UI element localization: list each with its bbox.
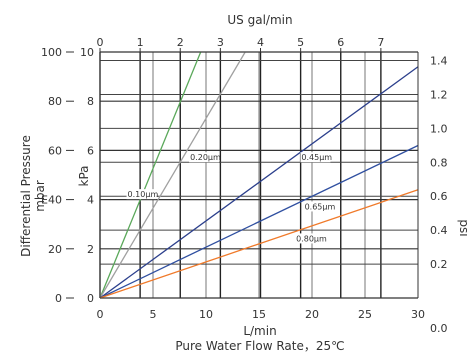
kpa-tick-label: 4 bbox=[87, 194, 94, 207]
series-lines bbox=[99, 51, 419, 299]
kpa-tick-label: 8 bbox=[87, 95, 94, 108]
series-line bbox=[99, 51, 246, 299]
psi-tick-label: 0.2 bbox=[430, 258, 448, 271]
series-label: 0.65μm bbox=[305, 202, 336, 211]
psi-tick-label: 1.0 bbox=[430, 122, 448, 135]
psi-tick-label: 0.6 bbox=[430, 190, 448, 203]
mbar-tick-label: E40 bbox=[41, 194, 62, 207]
left-axis-unit: mbar bbox=[33, 180, 47, 212]
bottom-tick-label: 15 bbox=[252, 308, 266, 321]
mbar-tick-label: 80 bbox=[48, 95, 62, 108]
psi-tick-label: 0.4 bbox=[430, 224, 448, 237]
mbar-tick-label: 0 bbox=[55, 292, 62, 305]
bottom-tick-label: 30 bbox=[411, 308, 425, 321]
psi-tick-label: 0.8 bbox=[430, 156, 448, 169]
top-tick-label: 0 bbox=[97, 36, 104, 49]
series-label: 0.45μm bbox=[301, 153, 332, 162]
bottom-tick-label: 25 bbox=[358, 308, 372, 321]
series-line bbox=[99, 144, 419, 299]
bottom-axis-subtitle: Pure Water Flow Rate，25℃ bbox=[175, 339, 344, 353]
top-tick-label: 1 bbox=[137, 36, 144, 49]
top-tick-label: 4 bbox=[257, 36, 264, 49]
grid bbox=[99, 51, 419, 299]
psi-axis-title: psi bbox=[457, 219, 468, 236]
series-label: 0.10μm bbox=[128, 190, 159, 199]
series-line bbox=[99, 66, 419, 299]
bottom-tick-label: 10 bbox=[199, 308, 213, 321]
series-line bbox=[99, 189, 419, 299]
left-axis-title: Differential Pressure bbox=[19, 135, 33, 257]
top-tick-label: 2 bbox=[177, 36, 184, 49]
series-label-bg bbox=[126, 189, 157, 200]
psi-tick-label: 1.2 bbox=[430, 88, 448, 101]
kpa-tick-label: 2 bbox=[87, 243, 94, 256]
kpa-tick-label: 0 bbox=[87, 292, 94, 305]
axes: 0 5 10 15 20 25 30 0 1 2 3 4 5 6 7 0 20 E40 60 80 100 0 2 4 6 8 10… bbox=[41, 36, 448, 335]
bottom-axis-title: L/min bbox=[243, 324, 276, 338]
bottom-tick-label: 20 bbox=[305, 308, 319, 321]
series-label-bg bbox=[295, 233, 326, 244]
series-labels: 0.10μm 0.20μm 0.45μm 0.65μm 0.80μm bbox=[126, 152, 336, 244]
top-axis-title: US gal/min bbox=[227, 13, 292, 27]
series-label-bg bbox=[303, 201, 334, 212]
kpa-tick-label: 10 bbox=[80, 46, 94, 59]
psi-tick-label: 1.4 bbox=[430, 55, 448, 68]
bottom-tick-label: 5 bbox=[150, 308, 157, 321]
series-label: 0.80μm bbox=[296, 234, 327, 243]
mbar-tick-label: 20 bbox=[48, 243, 62, 256]
psi-tick-label: 0.0 bbox=[430, 322, 448, 335]
top-tick-label: 5 bbox=[297, 36, 304, 49]
mbar-tick-label: 60 bbox=[48, 144, 62, 157]
top-tick-label: 6 bbox=[337, 36, 344, 49]
series-line bbox=[99, 51, 202, 299]
kpa-axis-title: kPa bbox=[77, 166, 91, 187]
series-label-bg bbox=[300, 152, 331, 163]
series-label: 0.20μm bbox=[190, 153, 221, 162]
bottom-tick-label: 0 bbox=[97, 308, 104, 321]
top-tick-label: 7 bbox=[377, 36, 384, 49]
top-tick-label: 3 bbox=[217, 36, 224, 49]
mbar-tick-label: 100 bbox=[41, 46, 62, 59]
kpa-tick-label: 6 bbox=[87, 144, 94, 157]
series-label-bg bbox=[189, 152, 220, 163]
